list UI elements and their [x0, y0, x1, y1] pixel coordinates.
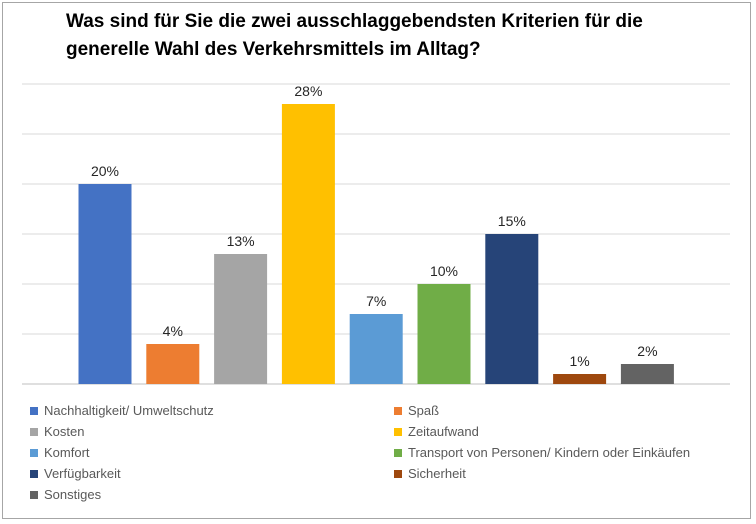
legend-label: Spaß — [408, 403, 440, 418]
legend-label: Komfort — [44, 445, 90, 460]
legend-item-8: Sicherheit — [394, 465, 740, 482]
chart-legend: Nachhaltigkeit/ Umweltschutz Spaß Kosten Ze… — [30, 402, 740, 503]
legend-label: Nachhaltigkeit/ Umweltschutz — [44, 403, 214, 418]
bar-7 — [485, 234, 539, 384]
legend-item-6: Transport von Personen/ Kindern oder Ein… — [394, 444, 740, 461]
legend-item-1: Nachhaltigkeit/ Umweltschutz — [30, 402, 394, 419]
legend-item-3: Kosten — [30, 423, 394, 440]
data-label-4: 28% — [294, 83, 322, 99]
chart-plot-area: 20% 4% 13% 28% 7% 10% 15% 1% 2% — [22, 83, 730, 385]
legend-swatch — [30, 469, 38, 478]
data-label-1: 20% — [91, 163, 119, 179]
legend-swatch — [394, 469, 402, 478]
chart-title: Was sind für Sie die zwei ausschlaggeben… — [66, 8, 666, 64]
bar-4 — [281, 104, 335, 384]
bar-8 — [553, 374, 607, 384]
legend-item-2: Spaß — [394, 402, 740, 419]
legend-swatch — [30, 448, 38, 457]
legend-swatch — [394, 448, 402, 457]
legend-label: Sonstiges — [44, 487, 102, 502]
bar-3 — [214, 254, 268, 384]
legend-label: Transport von Personen/ Kindern oder Ein… — [408, 445, 691, 460]
legend-label: Sicherheit — [408, 466, 466, 481]
legend-swatch — [30, 406, 38, 415]
legend-item-9: Sonstiges — [30, 486, 394, 503]
data-label-9: 2% — [637, 343, 657, 359]
legend-item-4: Zeitaufwand — [394, 423, 740, 440]
bar-2 — [146, 344, 200, 384]
data-label-7: 15% — [498, 213, 526, 229]
legend-label: Kosten — [44, 424, 85, 439]
bar-9 — [620, 364, 674, 384]
legend-label: Zeitaufwand — [408, 424, 479, 439]
legend-swatch — [394, 427, 402, 436]
legend-swatch — [30, 427, 38, 436]
legend-label: Verfügbarkeit — [44, 466, 121, 481]
bar-6 — [417, 284, 471, 384]
data-label-2: 4% — [163, 323, 183, 339]
data-label-6: 10% — [430, 263, 458, 279]
chart-title-line-1: Was sind für Sie die zwei ausschlaggeben… — [66, 11, 643, 32]
data-label-8: 1% — [569, 353, 589, 369]
legend-item-5: Komfort — [30, 444, 394, 461]
data-label-5: 7% — [366, 293, 386, 309]
legend-swatch — [394, 406, 402, 415]
bar-5 — [349, 314, 403, 384]
legend-item-7: Verfügbarkeit — [30, 465, 394, 482]
chart-title-line-2: generelle Wahl des Verkehrsmittels im Al… — [66, 39, 481, 60]
legend-swatch — [30, 490, 38, 499]
bar-1 — [78, 184, 132, 384]
data-label-3: 13% — [227, 233, 255, 249]
